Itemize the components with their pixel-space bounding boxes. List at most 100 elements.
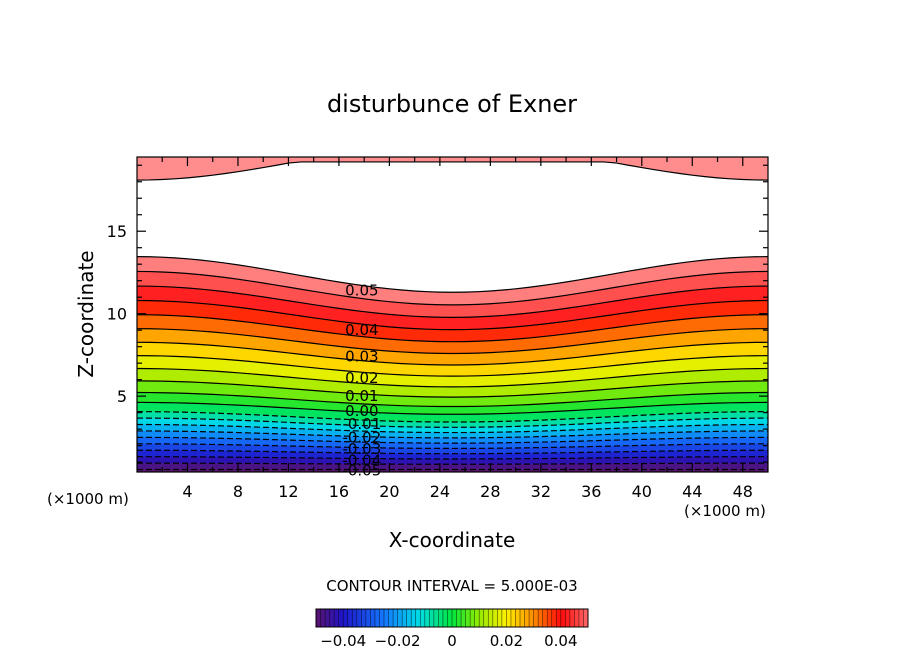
- blank-region: [137, 157, 768, 293]
- contour-line: [137, 328, 768, 355]
- colorbar-cell: [520, 609, 526, 627]
- y-tick-label: 15: [107, 222, 127, 241]
- contour-label: -0.03: [342, 440, 381, 458]
- colorbar-cell: [574, 609, 580, 627]
- contour-line: [137, 256, 768, 293]
- colorbar-cell: [488, 609, 494, 627]
- x-axis-label: X-coordinate: [389, 528, 516, 552]
- contour-label: 0.00: [345, 402, 378, 420]
- y-tick-label: 10: [107, 305, 127, 324]
- contour-line: [137, 456, 768, 460]
- contour-line: [137, 401, 768, 415]
- contour-lines: [137, 161, 768, 471]
- contour-label: -0.05: [342, 461, 381, 479]
- x-tick-label: 44: [682, 482, 702, 501]
- contour-line: [137, 391, 768, 408]
- colorbar-cell: [538, 609, 544, 627]
- colorbar-cell: [316, 609, 322, 627]
- contour-label: 0.03: [345, 348, 378, 366]
- colorbar: [315, 608, 589, 628]
- contour-line: [137, 411, 768, 423]
- contour-labels: 0.050.040.030.020.010.00-0.01-0.02-0.03-…: [342, 282, 381, 480]
- colorbar-cell: [334, 609, 340, 627]
- contour-line: [137, 436, 768, 444]
- colorbar-cell: [374, 609, 380, 627]
- colorbar-cell: [483, 609, 489, 627]
- colorbar-tick-label: 0.04: [544, 632, 577, 650]
- contour-label: 0.01: [345, 387, 378, 405]
- colorbar-tick-label: 0: [447, 632, 457, 650]
- colorbar-cell: [556, 609, 562, 627]
- colorbar-cell: [565, 609, 571, 627]
- contour-line: [137, 299, 768, 331]
- colorbar-tick-label: 0.02: [490, 632, 523, 650]
- colorbar-cell: [533, 609, 539, 627]
- colorbar-cell: [365, 609, 371, 627]
- colorbar-cell: [393, 609, 399, 627]
- colorbar-cell: [461, 609, 467, 627]
- contour-label: -0.04: [342, 451, 381, 469]
- y-tick-label: 5: [117, 387, 127, 406]
- y-axis-label: Z-coordinate: [74, 250, 98, 377]
- colorbar-cell: [470, 609, 476, 627]
- chart-title: disturbunce of Exner: [327, 90, 577, 118]
- x-unit-left: (×1000 m): [47, 490, 129, 508]
- colorbar-cell: [501, 609, 507, 627]
- contour-interval-text: CONTOUR INTERVAL = 5.000E-03: [326, 577, 577, 595]
- x-tick-label: 40: [632, 482, 652, 501]
- colorbar-frame: [315, 608, 589, 628]
- colorbar-cell: [397, 609, 403, 627]
- colorbar-cell: [429, 609, 435, 627]
- x-tick-label: 4: [182, 482, 192, 501]
- x-tick-label: 12: [278, 482, 298, 501]
- colorbar-cell: [420, 609, 426, 627]
- colorbar-cell: [547, 609, 553, 627]
- contour-label: 0.02: [345, 369, 378, 387]
- colorbar-cell: [356, 609, 362, 627]
- contour-line: [137, 449, 768, 455]
- contour-line: [137, 367, 768, 388]
- colorbar-cell: [338, 609, 344, 627]
- contour-line: [137, 417, 768, 428]
- contour-line: [137, 314, 768, 343]
- contour-bands: [137, 157, 768, 472]
- colorbar-cell: [406, 609, 412, 627]
- colorbar-cell: [578, 609, 584, 627]
- contour-line: [137, 380, 768, 398]
- colorbar-cell: [329, 609, 335, 627]
- colorbar-cell: [370, 609, 376, 627]
- colorbar-cell: [438, 609, 444, 627]
- colorbar-cell: [415, 609, 421, 627]
- colorbar-cell: [320, 609, 326, 627]
- colorbar-cell: [424, 609, 430, 627]
- colorbar-cell: [442, 609, 448, 627]
- x-tick-label: 24: [430, 482, 450, 501]
- colorbar-cell: [388, 609, 394, 627]
- colorbar-cell: [506, 609, 512, 627]
- contour-line: [137, 430, 768, 439]
- contour-line: [137, 270, 768, 306]
- x-tick-label: 32: [531, 482, 551, 501]
- plot-frame: [136, 156, 769, 473]
- contour-line: [137, 341, 768, 366]
- contour-label: -0.02: [342, 428, 381, 446]
- x-axis: 4 8 12 16 20 24 28 32 36 40 44 48: [161, 157, 753, 501]
- x-unit-right: (×1000 m): [684, 502, 766, 520]
- colorbar-cell: [583, 609, 589, 627]
- colorbar-cell: [433, 609, 439, 627]
- colorbar-cell: [497, 609, 503, 627]
- contour-line: [137, 161, 768, 181]
- x-tick-label: 36: [581, 482, 601, 501]
- colorbar-cell: [352, 609, 358, 627]
- colorbar-cell: [569, 609, 575, 627]
- contour-line: [137, 443, 768, 450]
- contour-label: 0.05: [345, 282, 378, 300]
- colorbar-cell: [524, 609, 530, 627]
- colorbar-cell: [447, 609, 453, 627]
- colorbar-tick-label: −0.04: [320, 632, 366, 650]
- x-tick-label: 8: [233, 482, 243, 501]
- colorbar-cell: [456, 609, 462, 627]
- colorbar-cell: [402, 609, 408, 627]
- colorbar-cell: [384, 609, 390, 627]
